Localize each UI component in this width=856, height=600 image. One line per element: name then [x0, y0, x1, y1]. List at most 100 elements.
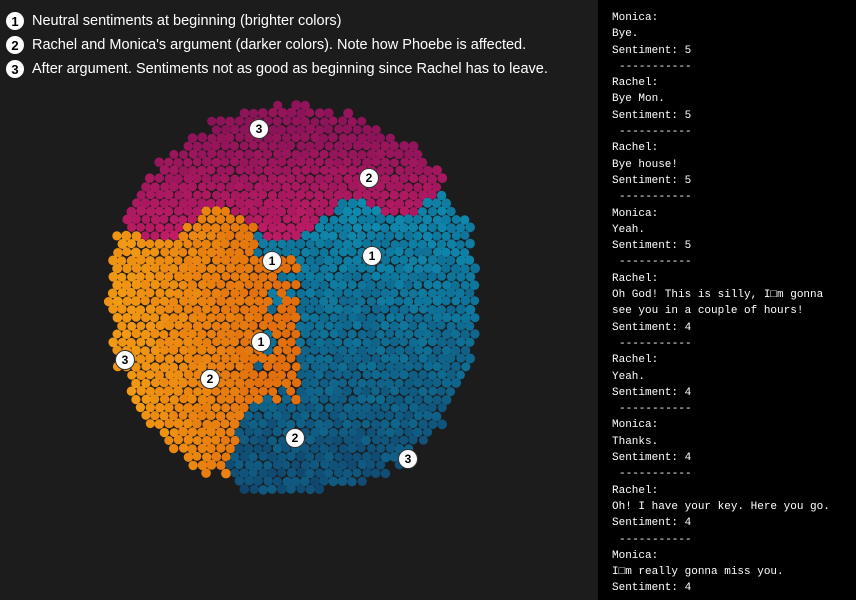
sentiment-bubble — [437, 403, 447, 413]
sentiment-score: Sentiment: 5 — [612, 109, 692, 122]
sentiment-bubble — [164, 304, 174, 314]
sentiment-bubble — [159, 394, 170, 404]
sentiment-bubble — [323, 189, 334, 200]
sentiment-bubble — [343, 141, 353, 151]
sentiment-bubble — [225, 345, 236, 356]
sentiment-bubble — [277, 304, 287, 314]
sentiment-bubble — [239, 206, 249, 216]
sentiment-bubble — [333, 402, 344, 413]
sentiment-bubble — [324, 354, 333, 364]
transcript-panel[interactable]: Monica: Bye. Sentiment: 5 ----------- Ra… — [598, 0, 856, 600]
sentiment-bubble — [179, 345, 189, 355]
sentiment-bubble — [399, 272, 409, 282]
sentiment-bubble — [309, 313, 320, 323]
sentiment-bubble — [216, 329, 227, 340]
sentiment-bubble — [465, 337, 475, 347]
sentiment-bubble — [197, 165, 207, 176]
sentiment-bubble — [305, 239, 315, 249]
speaker-name: Monica: — [612, 549, 659, 562]
sentiment-bubble — [422, 231, 433, 242]
sentiment-bubble — [201, 468, 211, 478]
sentiment-bubble — [149, 198, 160, 209]
sentiment-bubble — [145, 222, 155, 233]
sentiment-bubble — [319, 476, 329, 486]
sentiment-bubble — [319, 215, 329, 225]
sentiment-bubble — [154, 173, 164, 183]
sentiment-bubble — [207, 133, 217, 143]
sentiment-bubble — [164, 418, 175, 429]
sentiment-bubble — [446, 369, 456, 380]
sentiment-bubble — [465, 238, 475, 249]
sentiment-bubble — [385, 362, 395, 372]
sentiment-bubble — [315, 354, 325, 364]
sentiment-bubble — [169, 395, 179, 405]
sentiment-bubble — [399, 320, 409, 331]
sentiment-bubble — [173, 337, 183, 348]
sentiment-bubble — [418, 304, 428, 314]
sentiment-bubble — [206, 198, 216, 209]
sentiment-bubble — [315, 157, 324, 167]
sentiment-bubble — [300, 149, 310, 159]
sentiment-bubble — [173, 288, 183, 299]
sentiment-bubble — [361, 419, 371, 429]
sentiment-bubble — [201, 156, 212, 167]
dialogue-line: Bye house! — [612, 158, 679, 171]
sentiment-bubble — [375, 329, 385, 339]
sentiment-bubble — [366, 296, 377, 307]
sentiment-bubble — [300, 346, 311, 356]
sentiment-bubble — [211, 386, 221, 396]
sentiment-bubble — [230, 304, 240, 314]
sentiment-bubble — [216, 279, 226, 289]
sentiment-bubble — [267, 173, 278, 184]
sentiment-bubble — [342, 190, 353, 201]
sentiment-bubble — [248, 452, 258, 462]
sentiment-bubble — [366, 427, 376, 438]
sentiment-bubble — [202, 141, 212, 151]
sentiment-bubble — [169, 230, 180, 241]
sentiment-bubble — [305, 386, 316, 397]
sentiment-bubble — [229, 157, 240, 167]
sentiment-bubble — [192, 403, 203, 413]
sentiment-bubble — [183, 157, 193, 168]
sentiment-bubble — [357, 116, 367, 126]
sentiment-bubble — [197, 411, 207, 421]
sentiment-bubble — [268, 141, 278, 151]
sentiment-bubble — [291, 132, 301, 143]
sentiment-bubble — [384, 231, 395, 241]
sentiment-bubble — [206, 410, 216, 421]
sentiment-bubble — [304, 468, 315, 479]
sentiment-bubble — [136, 238, 147, 249]
sentiment-bubble — [187, 394, 197, 404]
sentiment-bubble — [202, 304, 211, 314]
sentiment-bubble — [295, 190, 306, 200]
sentiment-bubble — [404, 378, 414, 388]
dialogue-line: see you in a couple of hours! — [612, 305, 804, 318]
sentiment-bubble — [319, 181, 329, 191]
sentiment-bubble — [329, 215, 339, 225]
sentiment-bubble — [422, 296, 433, 306]
sentiment-bubble — [296, 353, 306, 364]
sentiment-bubble — [235, 296, 245, 306]
sentiment-bubble — [239, 484, 250, 494]
sentiment-bubble — [436, 320, 446, 330]
sentiment-bubble — [351, 419, 362, 430]
sentiment-bubble — [282, 476, 293, 487]
sentiment-bubble — [370, 451, 381, 462]
sentiment-bubble — [220, 190, 231, 201]
sentiment-bubble — [268, 108, 278, 118]
sentiment-bubble — [211, 321, 221, 331]
sentiment-bubble — [333, 369, 343, 379]
sentiment-bubble — [248, 321, 258, 331]
sentiment-bubble — [277, 141, 288, 151]
sentiment-bubble — [272, 116, 283, 127]
sentiment-bubble — [220, 141, 231, 151]
legend-number-badge: 1 — [6, 12, 24, 30]
sentiment-bubble — [136, 205, 147, 216]
sentiment-bubble — [239, 174, 249, 184]
sentiment-bubble — [178, 329, 189, 339]
sentiment-bubble — [329, 149, 339, 160]
sentiment-bubble — [291, 230, 301, 241]
sentiment-bubble — [314, 320, 325, 331]
sentiment-bubble — [305, 124, 316, 135]
sentiment-bubble — [314, 468, 325, 478]
